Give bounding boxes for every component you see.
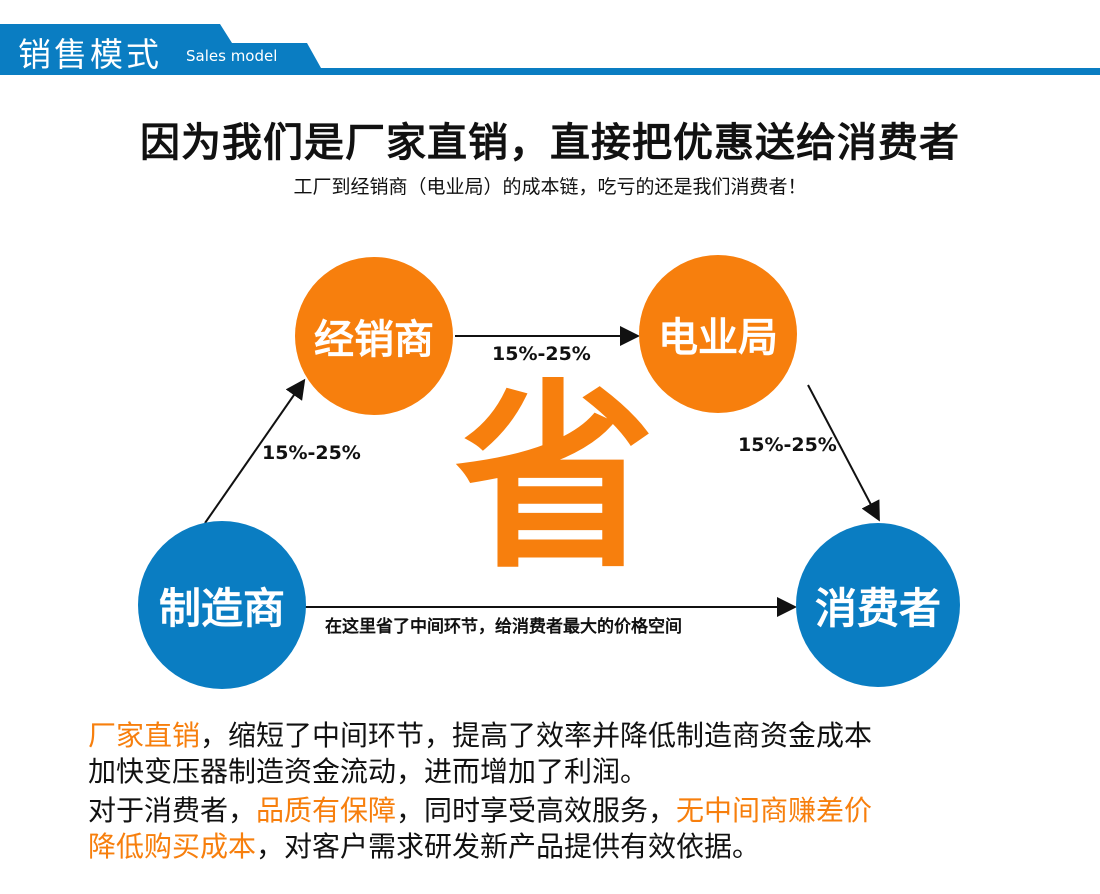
node-power-bureau: 电业局 bbox=[639, 255, 797, 413]
highlight: 降低购买成本 bbox=[88, 830, 257, 863]
subheadline: 工厂到经销商（电业局）的成本链，吃亏的还是我们消费者！ bbox=[293, 176, 807, 198]
edge-label-dealer-bureau: 15%-25% bbox=[492, 343, 591, 365]
text: ，对客户需求研发新产品提供有效依据。 bbox=[256, 830, 761, 863]
text: ，缩短了中间环节，提高了效率并降低制造商资金成本 bbox=[200, 719, 873, 752]
text: 对于消费者， bbox=[88, 794, 257, 827]
header-band bbox=[0, 24, 1100, 75]
highlight: 无中间商赚差价 bbox=[676, 794, 873, 827]
save-character: 省 bbox=[455, 363, 656, 596]
edge-label-manufacturer-dealer: 15%-25% bbox=[262, 442, 361, 464]
section-subtitle: Sales model bbox=[186, 47, 278, 65]
node-consumer: 消费者 bbox=[796, 523, 960, 687]
node-dealer: 经销商 bbox=[295, 257, 453, 415]
highlight: 品质有保障 bbox=[256, 794, 397, 827]
highlight: 厂家直销 bbox=[88, 719, 201, 752]
paragraph-1: 厂家直销，缩短了中间环节，提高了效率并降低制造商资金成本 加快变压器制造资金流动… bbox=[88, 718, 872, 790]
edge-label-bureau-consumer: 15%-25% bbox=[738, 434, 837, 456]
text: 加快变压器制造资金流动，进而增加了利润。 bbox=[88, 755, 649, 788]
section-title: 销售模式 bbox=[18, 35, 162, 74]
arrow-bureau-consumer bbox=[807, 384, 880, 522]
paragraph-2: 对于消费者，品质有保障，同时享受高效服务，无中间商赚差价 降低购买成本，对客户需… bbox=[88, 793, 872, 865]
text: ，同时享受高效服务， bbox=[396, 794, 677, 827]
headline: 因为我们是厂家直销，直接把优惠送给消费者 bbox=[140, 120, 960, 166]
node-manufacturer: 制造商 bbox=[138, 521, 306, 689]
arrow-manufacturer-dealer bbox=[204, 378, 306, 524]
edge-label-direct: 在这里省了中间环节，给消费者最大的价格空间 bbox=[325, 617, 682, 637]
